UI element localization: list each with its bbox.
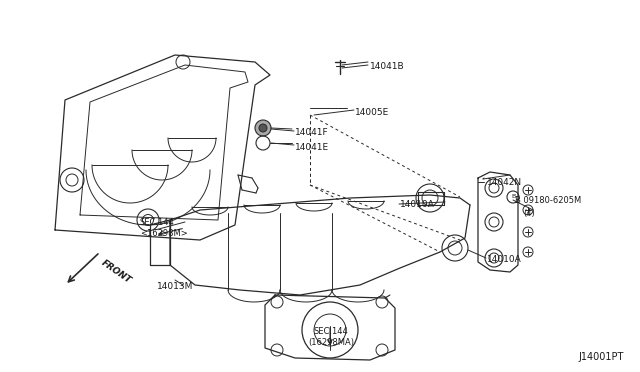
Text: 14013M: 14013M (157, 282, 193, 291)
Circle shape (259, 124, 267, 132)
Text: 14010A: 14010A (487, 255, 522, 264)
Text: 14041B: 14041B (370, 62, 404, 71)
Text: SEC.144: SEC.144 (314, 327, 348, 336)
Text: 14010A: 14010A (400, 200, 435, 209)
Text: 14041F: 14041F (295, 128, 328, 137)
Text: 14041E: 14041E (295, 143, 329, 152)
Circle shape (255, 120, 271, 136)
Text: FRONT: FRONT (100, 258, 133, 285)
Text: 14042N: 14042N (487, 178, 522, 187)
Text: <16298M>: <16298M> (140, 229, 188, 238)
Text: B: B (511, 195, 515, 199)
Text: B 09180-6205M: B 09180-6205M (515, 196, 581, 205)
Text: (16298MA): (16298MA) (308, 338, 354, 347)
Text: 14005E: 14005E (355, 108, 389, 117)
Text: J14001PT: J14001PT (578, 352, 623, 362)
Text: (4): (4) (523, 209, 535, 218)
Text: SEC.144: SEC.144 (140, 218, 175, 227)
